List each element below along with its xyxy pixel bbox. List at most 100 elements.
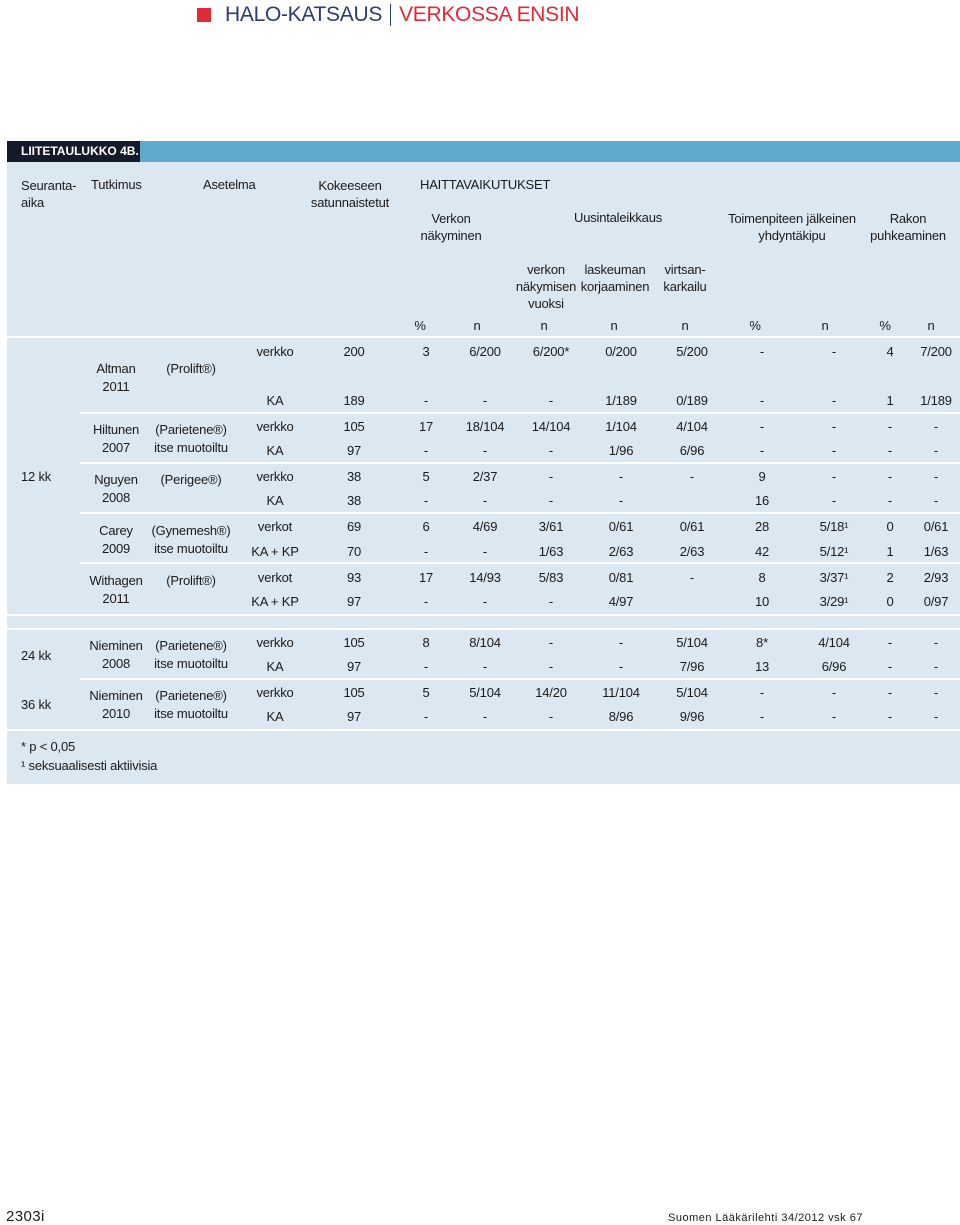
table-cell: 0	[886, 519, 894, 534]
table-cell: 38	[346, 469, 362, 484]
row-group-label: verkot	[257, 519, 293, 534]
table-cell: -	[548, 659, 554, 674]
row-group-label: verkot	[257, 570, 293, 585]
header-adverse-effects: HAITTAVAIKUTUKSET	[420, 177, 551, 192]
table-cell: 1/96	[608, 443, 634, 458]
table-cell: -	[831, 709, 837, 724]
table-cell: 1/189	[920, 393, 952, 408]
table-cell: -	[933, 469, 939, 484]
table-cell: -	[482, 393, 488, 408]
table-cell: 7/96	[679, 659, 705, 674]
table-cell: -	[548, 393, 554, 408]
header-postop-pain: Toimenpiteen jälkeinen yhdyntäkipu	[728, 211, 856, 243]
table-cell: 6/96	[821, 659, 847, 674]
table-cell: 1	[886, 393, 894, 408]
divider	[7, 336, 960, 338]
table-cell: 2	[886, 570, 894, 585]
table-cell: -	[831, 443, 837, 458]
unit-label: %	[414, 318, 426, 333]
table-cell: 8	[422, 635, 430, 650]
table-cell: 9	[758, 469, 766, 484]
table-cell: 200	[343, 344, 365, 359]
table-cell: -	[423, 709, 429, 724]
table-cell: 2/63	[608, 544, 634, 559]
study-name: Nguyen 2008	[94, 472, 138, 505]
table-cell: -	[887, 709, 893, 724]
row-group-label: KA	[266, 709, 284, 724]
row-group-label: verkko	[256, 469, 294, 484]
table-cell: -	[933, 709, 939, 724]
study-name: Nieminen 2010	[89, 688, 143, 721]
study-name: Withagen 2011	[89, 573, 143, 606]
table-cell: 4/104	[818, 635, 850, 650]
table-cell: 0/97	[923, 594, 949, 609]
row-divider	[7, 729, 960, 731]
header-followup: Seuranta- aika	[21, 178, 77, 210]
unit-label: n	[473, 318, 481, 333]
table-cell: 0	[886, 594, 894, 609]
table-cell: 42	[754, 544, 770, 559]
row-divider	[7, 614, 960, 616]
table-cell: -	[689, 570, 695, 585]
row-group-label: verkko	[256, 344, 294, 359]
header-divider	[390, 4, 392, 26]
table-cell: 18/104	[465, 419, 505, 434]
table-cell: 93	[346, 570, 362, 585]
subheader-prolapse-repair: laskeuman korjaaminen	[580, 262, 650, 294]
page-number: 2303i	[6, 1208, 45, 1225]
table-cell: -	[831, 469, 837, 484]
header-randomized: Kokeeseen satunnaistetut	[310, 178, 390, 210]
row-divider	[80, 412, 960, 414]
table-cell: -	[423, 594, 429, 609]
row-group-label: KA + KP	[251, 594, 299, 609]
table-cell: -	[482, 443, 488, 458]
table-cell: -	[548, 443, 554, 458]
table-cell: 5/12¹	[819, 544, 849, 559]
table-cell: 0/200	[605, 344, 637, 359]
table-cell: 8	[758, 570, 766, 585]
table-cell: 17	[418, 570, 434, 585]
table-cell: 0/61	[679, 519, 705, 534]
table-cell: 10	[754, 594, 770, 609]
table-cell: 4	[886, 344, 894, 359]
table-cell: -	[759, 685, 765, 700]
group-12kk: 12 kk	[21, 469, 52, 484]
row-group-label: KA + KP	[251, 544, 299, 559]
table-cell: 3/61	[538, 519, 564, 534]
table-cell: 105	[343, 635, 365, 650]
row-divider	[7, 628, 960, 630]
red-square-icon	[197, 8, 211, 22]
header-bladder-tear: Rakon puhkeaminen	[870, 211, 946, 243]
table-cell: -	[831, 393, 837, 408]
table-cell: -	[689, 469, 695, 484]
footnote-significance: * p < 0,05	[21, 739, 76, 754]
unit-label: n	[540, 318, 548, 333]
table-cell: 1/104	[605, 419, 637, 434]
table-cell: 3/29¹	[819, 594, 849, 609]
table-cell: 14/104	[531, 419, 571, 434]
table-cell: 1/63	[923, 544, 949, 559]
table-cell: 14/20	[535, 685, 567, 700]
table-cell: -	[831, 493, 837, 508]
table-cell: -	[548, 594, 554, 609]
table-cell: -	[548, 469, 554, 484]
table-cell: 5	[422, 685, 430, 700]
table-cell: 3/37¹	[819, 570, 849, 585]
row-group-label: verkko	[256, 635, 294, 650]
table-cell: -	[618, 659, 624, 674]
table-cell: 0/81	[608, 570, 634, 585]
table-cell: 16	[754, 493, 770, 508]
header-section: HALO-KATSAUS	[225, 3, 383, 26]
header-study: Tutkimus	[91, 177, 142, 192]
table-cell: 13	[754, 659, 770, 674]
table-cell: -	[482, 709, 488, 724]
table-cell: 69	[346, 519, 362, 534]
study-setting: (Gynemesh®) itse muotoiltu	[151, 523, 231, 556]
table-cell: -	[933, 493, 939, 508]
row-group-label: KA	[266, 393, 284, 408]
table-cell: -	[887, 419, 893, 434]
table-cell: 105	[343, 685, 365, 700]
table-cell: -	[423, 659, 429, 674]
table-cell: 4/69	[472, 519, 498, 534]
unit-label: n	[681, 318, 689, 333]
